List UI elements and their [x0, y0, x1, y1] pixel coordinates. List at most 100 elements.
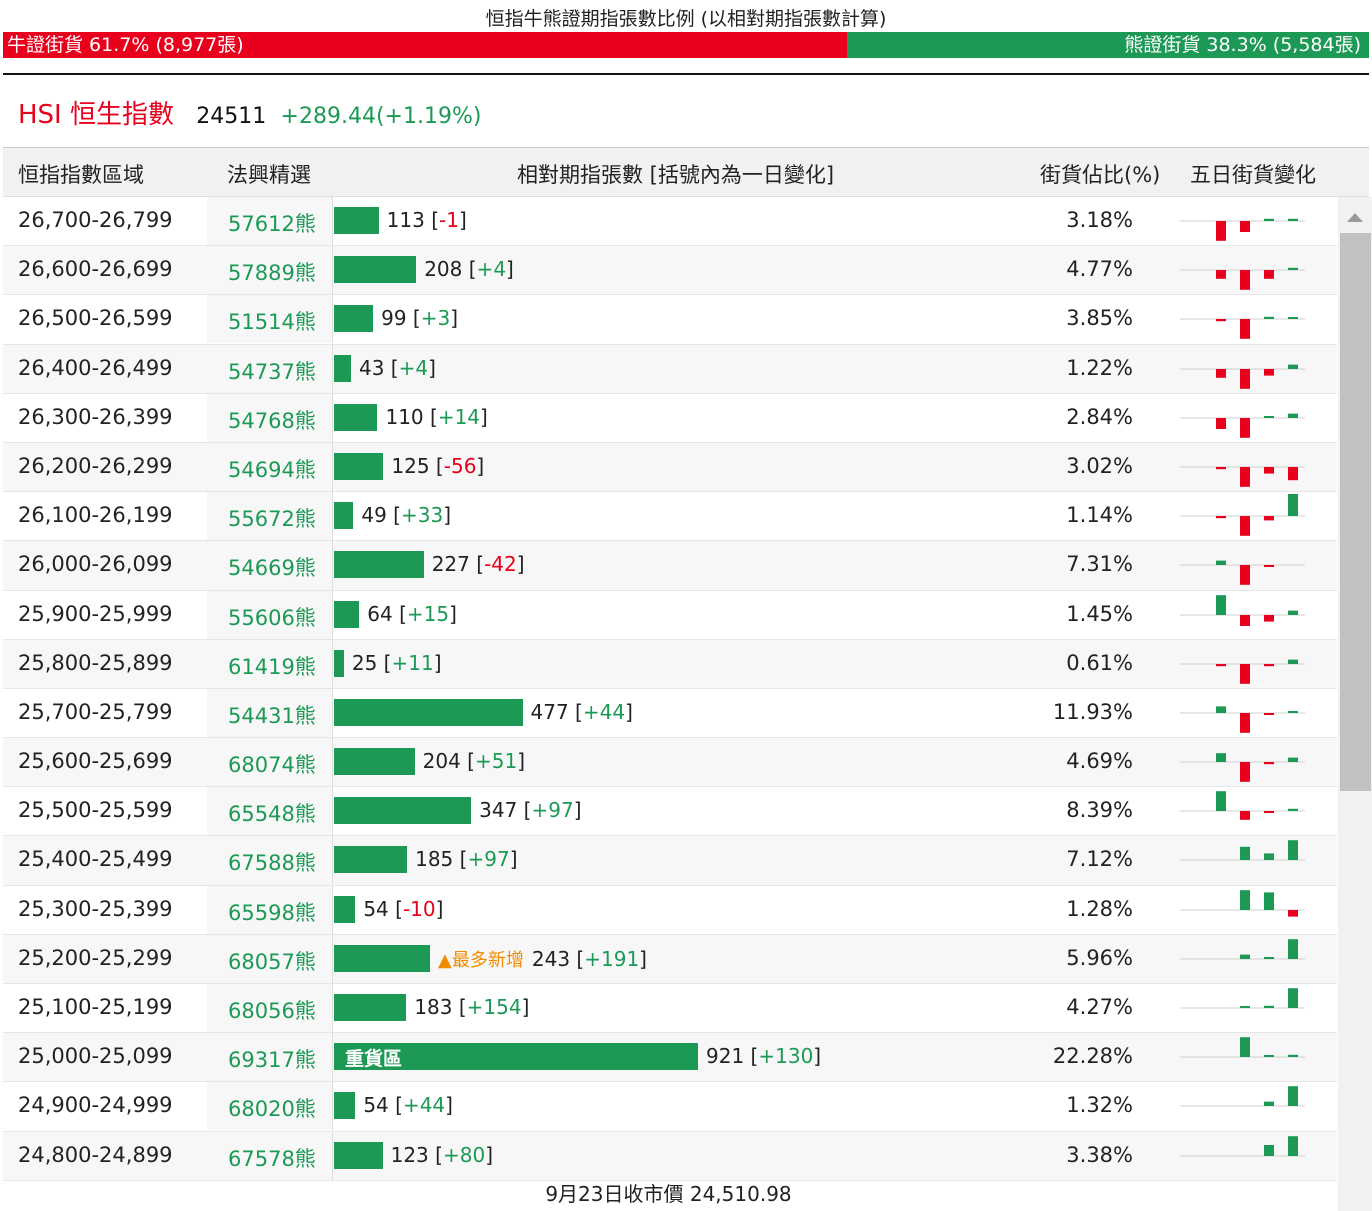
- cbbc-link[interactable]: 68057熊: [228, 949, 316, 974]
- sparkline-bar: [1264, 270, 1274, 279]
- scrollbar[interactable]: [1338, 197, 1372, 1211]
- contracts-label: 183 [+154]: [414, 995, 530, 1019]
- cbbc-link[interactable]: 68074熊: [228, 753, 316, 778]
- sparkline-bar: [1264, 516, 1274, 521]
- range-cell: 25,500-25,599: [18, 798, 173, 823]
- table-body: 26,700-26,799 57612熊 113 [-1] 3.18% 26,600-2…: [3, 197, 1337, 1181]
- cbbc-cell: 57889熊: [207, 246, 333, 295]
- cbbc-link[interactable]: 51514熊: [228, 310, 316, 335]
- sparkline-bar: [1288, 757, 1298, 763]
- cbbc-cell: 69317熊: [207, 1033, 333, 1082]
- cbbc-cell: 68020熊: [207, 1082, 333, 1131]
- cbbc-link[interactable]: 57612熊: [228, 212, 316, 236]
- pct-cell: 1.22%: [1066, 355, 1133, 380]
- scroll-thumb[interactable]: [1340, 233, 1371, 791]
- five-day-sparkline: [1180, 988, 1305, 1009]
- contracts-value: 54: [363, 1093, 389, 1118]
- sparkline-bar: [1264, 415, 1274, 418]
- scroll-up-arrow-icon[interactable]: [1347, 213, 1363, 222]
- cbbc-link[interactable]: 61419熊: [228, 654, 316, 679]
- cbbc-link[interactable]: 68020熊: [228, 1097, 316, 1122]
- contracts-bar: [334, 846, 408, 874]
- contracts-bar: [334, 895, 356, 923]
- range-cell: 26,300-26,399: [18, 404, 173, 429]
- cbbc-cell: 65548熊: [207, 787, 333, 836]
- cbbc-link[interactable]: 54669熊: [228, 556, 316, 581]
- cbbc-cell: 51514熊: [207, 295, 333, 344]
- sparkline-bar: [1240, 1037, 1250, 1058]
- table-row: 25,400-25,499 67588熊 185 [+97] 7.12%: [3, 836, 1337, 886]
- sparkline-bar: [1264, 811, 1274, 814]
- contracts-value: 64: [367, 601, 393, 626]
- cbbc-link[interactable]: 57889熊: [228, 261, 316, 286]
- cbbc-cell: 54694熊: [207, 442, 333, 491]
- five-day-sparkline: [1180, 1037, 1305, 1058]
- five-day-sparkline: [1180, 317, 1305, 340]
- cbbc-link[interactable]: 55606熊: [228, 605, 316, 630]
- bull-summary: 牛證街貨 61.7% (8,977張): [3, 32, 847, 58]
- cbbc-link[interactable]: 55672熊: [228, 507, 316, 532]
- cbbc-link[interactable]: 54768熊: [228, 408, 316, 433]
- pct-cell: 1.14%: [1066, 503, 1133, 528]
- sparkline-bar: [1240, 368, 1250, 389]
- sparkline-bar: [1240, 221, 1250, 232]
- table-row: 26,000-26,099 54669熊 227 [-42] 7.31%: [3, 541, 1337, 591]
- cbbc-link[interactable]: 67578熊: [228, 1146, 316, 1171]
- sparkline-bar: [1216, 706, 1226, 713]
- cbbc-link[interactable]: 65548熊: [228, 802, 316, 827]
- cbbc-cell: 61419熊: [207, 639, 333, 688]
- sparkline-bar: [1240, 1006, 1250, 1008]
- contracts-value: 208: [424, 257, 463, 282]
- contracts-change: +191: [584, 946, 640, 971]
- sparkline-bar: [1264, 1144, 1274, 1156]
- sparkline-bar: [1216, 791, 1226, 812]
- sparkline-bar: [1240, 847, 1250, 861]
- range-cell: 24,800-24,899: [18, 1142, 173, 1167]
- cbbc-link[interactable]: 68056熊: [228, 999, 316, 1023]
- five-day-sparkline: [1180, 791, 1305, 821]
- cbbc-link[interactable]: 54694熊: [228, 457, 316, 482]
- sparkline-bar: [1288, 494, 1298, 517]
- contracts-value: 110: [385, 404, 424, 429]
- sparkline-bar: [1240, 712, 1250, 733]
- range-cell: 25,000-25,099: [18, 1044, 173, 1069]
- cbbc-link[interactable]: 67588熊: [228, 851, 316, 876]
- cbbc-cell: 57612熊: [207, 197, 333, 245]
- table-row: 25,500-25,599 65548熊 347 [+97] 8.39%: [3, 787, 1337, 837]
- cbbc-link[interactable]: 54431熊: [228, 703, 316, 728]
- header-cbbc: 法興精選: [227, 163, 311, 187]
- contracts-value: 43: [358, 355, 385, 380]
- contracts-change: +4: [398, 355, 429, 380]
- sparkline-bar: [1264, 853, 1274, 861]
- contracts-change: +51: [474, 749, 518, 774]
- contracts-label: 185 [+97]: [415, 847, 518, 872]
- cbbc-cell: 68074熊: [207, 738, 333, 787]
- sparkline-bar: [1264, 956, 1274, 959]
- range-cell: 25,800-25,899: [18, 650, 173, 675]
- cbbc-cell: 67578熊: [207, 1131, 333, 1180]
- sparkline-bar: [1288, 1086, 1298, 1107]
- heavy-zone-label: 重貨區: [345, 1048, 403, 1071]
- contracts-label: 113 [-1]: [386, 208, 467, 232]
- pct-cell: 3.18%: [1066, 208, 1133, 232]
- cbbc-cell: 54768熊: [207, 393, 333, 442]
- pct-cell: 7.12%: [1066, 847, 1133, 872]
- header-five-day: 五日街貨變化: [1190, 163, 1316, 187]
- sparkline-bar: [1240, 270, 1250, 290]
- sparkline-bar: [1240, 889, 1250, 910]
- sparkline-bar: [1240, 516, 1250, 536]
- contracts-change: +3: [420, 306, 451, 331]
- cbbc-link[interactable]: 69317熊: [228, 1048, 316, 1073]
- sparkline-bar: [1288, 988, 1298, 1008]
- table-row: 25,600-25,699 68074熊 204 [+51] 4.69%: [3, 738, 1337, 788]
- pct-cell: 5.96%: [1066, 945, 1133, 970]
- cbbc-link[interactable]: 54737熊: [228, 359, 316, 384]
- contracts-value: 25: [351, 650, 378, 675]
- sparkline-bar: [1264, 466, 1274, 474]
- contracts-bar: [334, 305, 374, 333]
- sparkline-bar: [1240, 319, 1250, 340]
- cbbc-link[interactable]: 65598熊: [228, 900, 316, 925]
- contracts-label: 921 [+130]: [706, 1044, 822, 1069]
- contracts-bar: [334, 1043, 698, 1071]
- sparkline-bar: [1240, 466, 1250, 487]
